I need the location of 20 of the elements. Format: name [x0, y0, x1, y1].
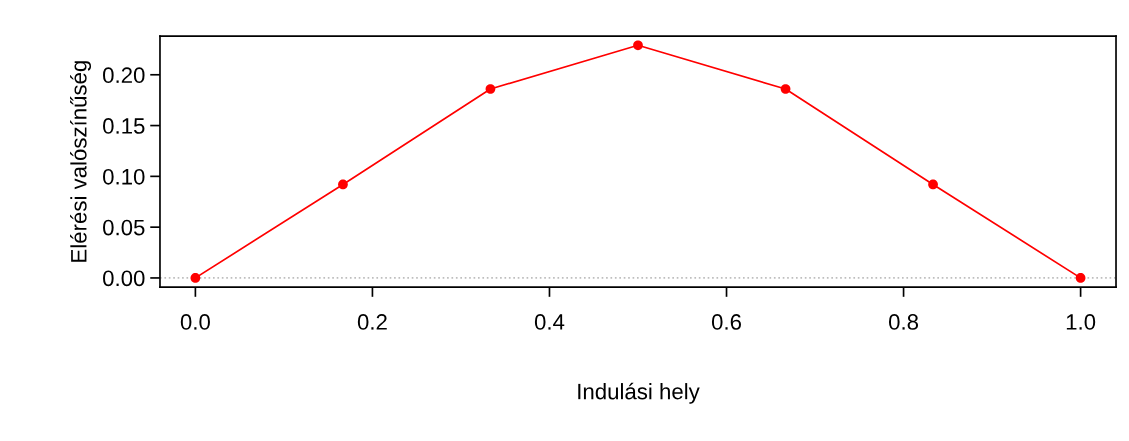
point	[780, 84, 791, 94]
point	[338, 179, 348, 190]
x-tick-label: 0.4	[534, 314, 565, 330]
point	[633, 40, 643, 51]
y-tick-label: 0.10	[103, 168, 145, 185]
y-tick-label: 0.05	[103, 219, 145, 236]
point	[928, 179, 938, 190]
x-axis-title: Indulási hely	[578, 382, 700, 404]
point	[190, 273, 201, 283]
y-tick-label: 0.15	[103, 118, 145, 134]
x-tick-label: 0.6	[711, 314, 741, 330]
x-tick-label: 0.8	[888, 314, 919, 330]
x-tick-label: 1.0	[1066, 314, 1096, 330]
x-tick-label: 0.2	[357, 314, 387, 330]
y-tick-label: 0.00	[103, 270, 145, 287]
point	[485, 84, 496, 94]
x-tick-label: 0.0	[180, 314, 210, 330]
y-tick-label: 0.20	[103, 67, 145, 84]
point	[1075, 273, 1086, 283]
y-axis-title: Elérési valószínűség	[70, 61, 92, 262]
